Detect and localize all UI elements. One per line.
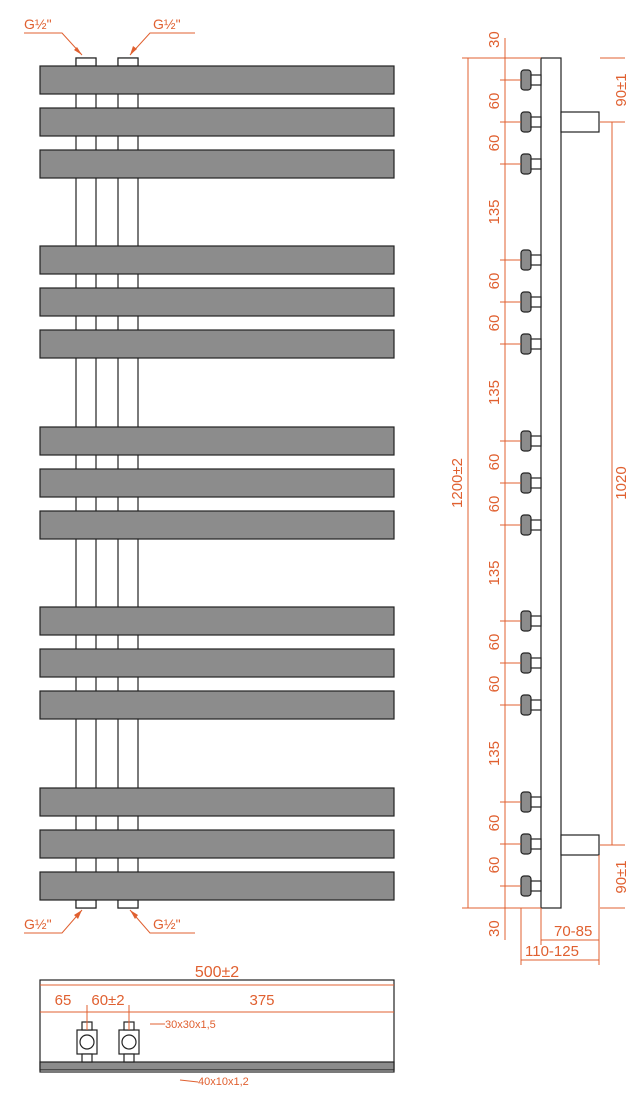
side-bottom-connection	[560, 834, 600, 856]
front-bar-1	[39, 65, 395, 95]
side-connection-spacing: 1020	[613, 466, 630, 499]
side-gap-label-14: 60	[486, 857, 503, 874]
bottom-left-connection-stub	[75, 899, 97, 909]
front-bar-13	[39, 787, 395, 817]
front-bar-3	[39, 149, 395, 179]
connection-top-right-text: G½"	[153, 16, 181, 32]
side-gap-label-12: 135	[486, 741, 503, 766]
side-bar-end-6	[520, 333, 542, 355]
side-bar-end-3	[520, 153, 542, 175]
side-gap-label-7: 60	[486, 454, 503, 471]
side-depth-outer: 110-125	[525, 943, 579, 960]
bottom-view-frame	[39, 979, 395, 1073]
side-gap-labels: 60 60 135 60 60 135 60 60 135 60 60 135 60 60	[486, 93, 503, 874]
bottom-right-connection-stub	[117, 899, 139, 909]
side-gap-label-5: 60	[486, 315, 503, 332]
side-gap-label-6: 135	[486, 380, 503, 405]
bottom-view-bar-profile	[39, 1061, 395, 1071]
side-bar-end-15	[520, 875, 542, 897]
side-bar-end-13	[520, 791, 542, 813]
side-bar-end-9	[520, 514, 542, 536]
front-bar-4	[39, 245, 395, 275]
front-bar-2	[39, 107, 395, 137]
side-gap-label-9: 135	[486, 560, 503, 585]
connection-label-bottom-right: G½"	[129, 909, 195, 934]
side-total-height: 1200±2	[449, 458, 466, 508]
side-bar-end-5	[520, 291, 542, 313]
side-bottom-margin: 30	[486, 920, 503, 937]
side-gap-label-2: 60	[486, 135, 503, 152]
front-bar-5	[39, 287, 395, 317]
side-bar-end-2	[520, 111, 542, 133]
side-bar-end-1	[520, 69, 542, 91]
bottom-pipe-profile: 30x30x1,5	[165, 1019, 216, 1031]
side-bar-end-12	[520, 694, 542, 716]
side-gap-label-4: 60	[486, 273, 503, 290]
side-dimension-ticks	[500, 57, 521, 909]
bottom-right-span: 375	[249, 992, 274, 1009]
front-bar-10	[39, 606, 395, 636]
side-offset-bottom: 90±1	[613, 860, 630, 893]
connection-top-left-text: G½"	[24, 16, 52, 32]
side-gap-label-10: 60	[486, 634, 503, 651]
bottom-total-width: 500±2	[195, 964, 239, 981]
side-bar-end-11	[520, 652, 542, 674]
side-bar-end-10	[520, 610, 542, 632]
connection-label-top-left: G½"	[24, 16, 83, 56]
side-bar-end-8	[520, 472, 542, 494]
front-bar-7	[39, 426, 395, 456]
bottom-pipe-spacing: 60±2	[91, 992, 124, 1009]
front-bar-11	[39, 648, 395, 678]
side-top-margin: 30	[486, 31, 503, 48]
side-gap-label-3: 135	[486, 199, 503, 224]
front-bar-14	[39, 829, 395, 859]
connection-label-top-right: G½"	[129, 16, 195, 56]
connection-bottom-left-text: G½"	[24, 916, 52, 932]
front-bar-9	[39, 510, 395, 540]
connection-bottom-right-text: G½"	[153, 916, 181, 932]
side-gap-label-13: 60	[486, 815, 503, 832]
side-depth-inner: 70-85	[554, 923, 592, 940]
connection-label-bottom-left: G½"	[24, 909, 83, 934]
front-view: G½" G½" G½" G½"	[24, 16, 395, 934]
side-vertical-tube	[540, 57, 562, 909]
front-bar-8	[39, 468, 395, 498]
side-gap-label-1: 60	[486, 93, 503, 110]
side-bar-end-7	[520, 430, 542, 452]
bottom-view-left-pipe	[76, 1021, 98, 1063]
side-view: 30 30 60 60 135 60 60 135 60 60 135 60 60 135 60 60 1…	[449, 31, 630, 965]
top-right-connection-stub	[117, 57, 139, 67]
side-top-connection	[560, 111, 600, 133]
bottom-bar-profile: 40x10x1,2	[198, 1076, 249, 1088]
side-gap-label-8: 60	[486, 496, 503, 513]
front-horizontal-bars	[39, 65, 395, 901]
top-left-connection-stub	[75, 57, 97, 67]
front-bar-6	[39, 329, 395, 359]
bottom-view: 500±2 65 60±2 375 30x30x1,5 40x10x1,2	[39, 964, 395, 1088]
front-bar-12	[39, 690, 395, 720]
side-bar-end-4	[520, 249, 542, 271]
side-gap-label-11: 60	[486, 676, 503, 693]
side-bar-ends	[520, 69, 542, 897]
front-bar-15	[39, 871, 395, 901]
bottom-left-offset: 65	[55, 992, 72, 1009]
side-bar-end-14	[520, 833, 542, 855]
side-offset-top: 90±1	[613, 73, 630, 106]
